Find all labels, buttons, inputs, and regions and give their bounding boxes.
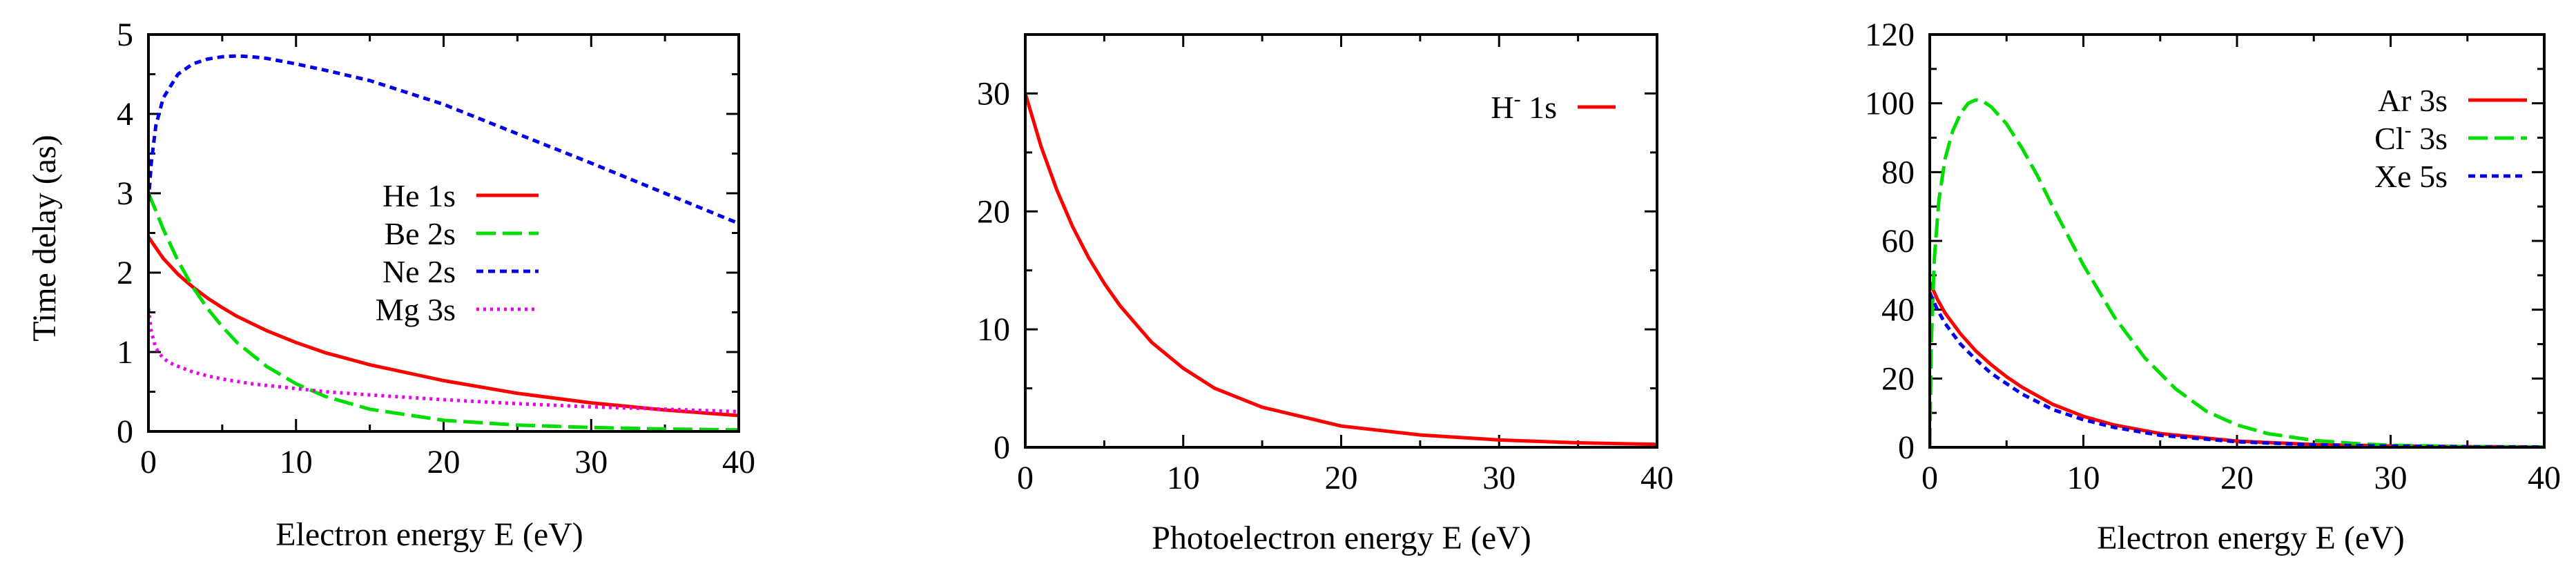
left-xtick-label: 10 bbox=[280, 444, 313, 480]
left-ytick-label: 4 bbox=[117, 96, 133, 133]
middle-xtick-label: 40 bbox=[1640, 460, 1674, 496]
right-series-2 bbox=[1930, 291, 2544, 447]
left-series-0 bbox=[148, 235, 739, 418]
left-legend-label-0: He 1s bbox=[382, 178, 456, 213]
middle-xtick-label: 30 bbox=[1482, 460, 1515, 496]
left-ytick-label: 3 bbox=[117, 175, 133, 212]
middle-ytick-label: 10 bbox=[977, 311, 1010, 348]
middle-plot-frame bbox=[1024, 33, 1658, 449]
right-xtick-label: 0 bbox=[1921, 460, 1938, 496]
middle-ytick-label: 0 bbox=[994, 429, 1010, 466]
left-series-3 bbox=[148, 308, 739, 413]
right-xtick-label: 30 bbox=[2374, 460, 2408, 496]
left-ytick-label: 5 bbox=[117, 17, 133, 53]
left-xtick-label: 30 bbox=[574, 444, 608, 480]
middle-series-0 bbox=[1025, 92, 1657, 447]
right-series-1 bbox=[1930, 98, 2544, 447]
left-series-1 bbox=[148, 193, 739, 431]
left-xtick-label: 0 bbox=[140, 444, 157, 480]
left-ylabel: Time delay (as) bbox=[26, 135, 63, 342]
left-plot-frame bbox=[147, 33, 740, 433]
middle-ytick-label: 30 bbox=[977, 75, 1010, 112]
left-xtick-label: 40 bbox=[722, 444, 755, 480]
right-ytick-label: 60 bbox=[1881, 223, 1915, 260]
left-ytick-label: 2 bbox=[117, 255, 133, 291]
right-xtick-label: 20 bbox=[2220, 460, 2254, 496]
left-series-2 bbox=[148, 54, 739, 226]
left-xtick-label: 20 bbox=[427, 444, 461, 480]
left-legend-label-3: Mg 3s bbox=[376, 292, 456, 327]
middle-xtick-label: 10 bbox=[1167, 460, 1200, 496]
right-ytick-label: 0 bbox=[1898, 429, 1915, 466]
panel-middle: 0 10 20 30 40 0 10 20 30 H- 1s Photoelectron ener… bbox=[977, 33, 1674, 556]
right-ytick-label: 20 bbox=[1881, 360, 1915, 397]
right-ytick-label: 120 bbox=[1865, 17, 1915, 53]
right-xtick-label: 40 bbox=[2528, 460, 2561, 496]
middle-legend-label-0: H- 1s bbox=[1491, 88, 1557, 125]
right-plot-frame bbox=[1928, 33, 2546, 449]
middle-plot: 0 10 20 30 40 0 10 20 30 H- 1s bbox=[977, 33, 1674, 496]
right-series-0 bbox=[1930, 281, 2544, 447]
right-xtick-label: 10 bbox=[2067, 460, 2100, 496]
left-legend-label-1: Be 2s bbox=[385, 216, 456, 251]
right-legend-label-0: Ar 3s bbox=[2378, 83, 2448, 118]
left-legend-label-2: Ne 2s bbox=[382, 254, 456, 289]
right-legend-label-2: Xe 5s bbox=[2374, 159, 2448, 194]
right-xlabel: Electron energy E (eV) bbox=[2097, 520, 2405, 556]
middle-xtick-label: 0 bbox=[1017, 460, 1034, 496]
right-ytick-label: 40 bbox=[1881, 292, 1915, 329]
right-ytick-label: 80 bbox=[1881, 154, 1915, 191]
left-ytick-label: 0 bbox=[117, 413, 133, 450]
right-ytick-label: 100 bbox=[1865, 86, 1915, 122]
left-xlabel: Electron energy E (eV) bbox=[275, 516, 583, 553]
right-legend-label-1: Cl- 3s bbox=[2374, 119, 2448, 156]
middle-ytick-label: 20 bbox=[977, 193, 1010, 230]
middle-xtick-label: 20 bbox=[1325, 460, 1358, 496]
middle-xlabel: Photoelectron energy E (eV) bbox=[1152, 520, 1531, 556]
left-ytick-label: 1 bbox=[117, 334, 133, 371]
